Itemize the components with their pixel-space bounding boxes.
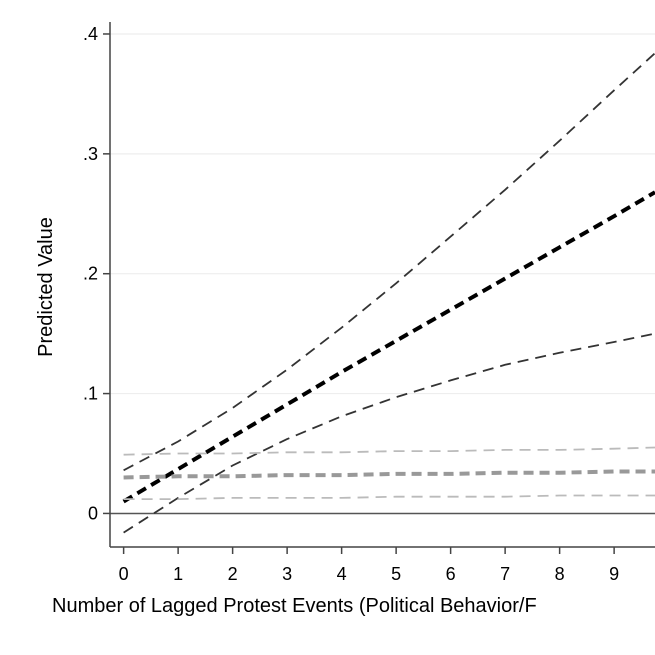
series-line-3: [123, 469, 655, 480]
x-tick-label-7: 7: [500, 564, 510, 584]
x-tick-label-5: 5: [391, 564, 401, 584]
x-tick-label-8: 8: [555, 564, 565, 584]
y-tick-label-2: .2: [83, 264, 98, 284]
x-tick-label-9: 9: [609, 564, 619, 584]
y-axis-title: Predicted Value: [35, 217, 57, 357]
gridlines: [110, 33, 655, 395]
series-line-1: [123, 52, 655, 472]
x-axis-title: Number of Lagged Protest Events (Politic…: [52, 595, 537, 617]
y-tick-label-0: 0: [88, 503, 98, 523]
x-tick-label-0: 0: [119, 564, 129, 584]
series-line-2: [123, 332, 655, 534]
y-tick-label-3: .3: [83, 144, 98, 164]
x-tick-label-6: 6: [446, 564, 456, 584]
series-line-5: [123, 494, 655, 501]
x-tick-label-1: 1: [173, 564, 183, 584]
series-line-4: [123, 446, 655, 456]
axes: [103, 22, 655, 554]
x-tick-label-2: 2: [228, 564, 238, 584]
x-tick-label-3: 3: [282, 564, 292, 584]
y-tick-label-4: .4: [83, 24, 98, 44]
series-line-0: [122, 190, 655, 504]
tick-labels: 0 .1 .2 .3 .4 0 1 2 3 4 5 6 7 8 9: [83, 24, 619, 584]
series-lines: [122, 52, 655, 534]
y-tick-label-1: .1: [83, 384, 98, 404]
x-tick-label-4: 4: [337, 564, 347, 584]
